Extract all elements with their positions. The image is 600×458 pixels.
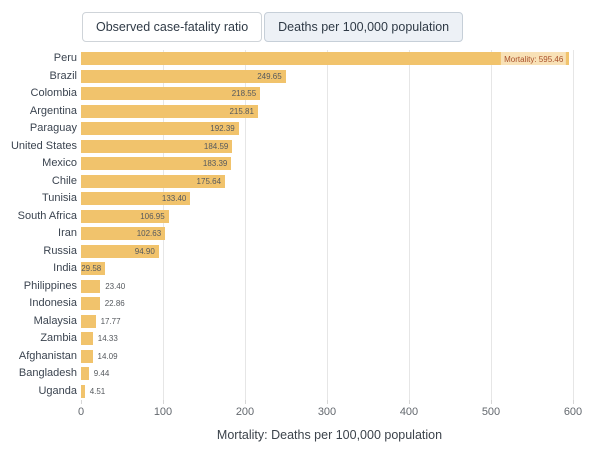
value-label-russia: 94.90 <box>134 246 155 256</box>
value-label-tunisia: 133.40 <box>161 194 187 203</box>
bar-uganda[interactable] <box>81 384 85 398</box>
category-label-tunisia: Tunisia <box>41 192 77 204</box>
category-label-argentina: Argentina <box>29 104 77 117</box>
bar-iran[interactable] <box>81 227 166 241</box>
x-tick-400 <box>409 400 410 404</box>
gridline-x-500 <box>491 50 492 400</box>
value-label-indonesia: 22.86 <box>104 299 125 308</box>
x-tick-label-600: 600 <box>563 406 583 418</box>
value-label-zambia: 14.33 <box>97 334 118 343</box>
x-tick-label-200: 200 <box>235 406 255 418</box>
category-label-philippines: Philippines <box>23 279 77 292</box>
observed-cfr-button[interactable]: Observed case-fatality ratio <box>82 12 263 42</box>
bar-united-states[interactable] <box>81 139 233 153</box>
category-label-zambia: Zambia <box>40 332 77 344</box>
value-label-india: 29.58 <box>81 264 102 273</box>
x-tick-600 <box>573 400 574 404</box>
x-tick-label-500: 500 <box>481 406 501 418</box>
category-label-india: India <box>53 262 77 274</box>
value-label-bangladesh: 9.44 <box>93 369 110 378</box>
bar-chile[interactable] <box>81 174 226 188</box>
value-label-afghanistan: 14.09 <box>97 351 118 361</box>
value-label-mexico: 183.39 <box>202 159 228 168</box>
value-label-chile: 175.64 <box>196 176 222 186</box>
x-tick-0 <box>81 400 82 404</box>
category-label-peru: Peru <box>53 52 77 64</box>
x-tick-label-100: 100 <box>153 406 173 418</box>
bar-malaysia[interactable] <box>81 314 96 328</box>
bar-brazil[interactable] <box>81 69 286 83</box>
value-label-south-africa: 106.95 <box>140 211 165 221</box>
category-label-malaysia: Malaysia <box>33 314 77 327</box>
x-tick-200 <box>245 400 246 404</box>
bar-indonesia[interactable] <box>81 297 100 311</box>
category-label-united-states: United States <box>10 139 77 152</box>
bar-afghanistan[interactable] <box>81 349 93 363</box>
gridline-x-600 <box>573 50 574 400</box>
category-label-afghanistan: Afghanistan <box>18 349 77 362</box>
category-label-paraguay: Paraguay <box>29 122 77 134</box>
gridline-x-200 <box>245 50 246 400</box>
x-tick-label-400: 400 <box>399 406 419 418</box>
bar-mexico[interactable] <box>81 157 232 171</box>
value-label-colombia: 218.55 <box>231 89 257 98</box>
gridline-x-100 <box>163 50 164 400</box>
category-label-colombia: Colombia <box>30 87 77 99</box>
category-label-russia: Russia <box>43 244 77 257</box>
x-tick-500 <box>491 400 492 404</box>
value-label-paraguay: 192.39 <box>210 124 235 133</box>
tooltip-mortality-value: Mortality: 595.46 <box>501 50 567 70</box>
category-label-mexico: Mexico <box>42 157 77 169</box>
bar-south-africa[interactable] <box>81 209 169 223</box>
bar-argentina[interactable] <box>81 104 258 118</box>
bar-chart-plot-area: 0 100 200 300 400 500 600 Peru Mortality: 595.46… <box>11 50 582 418</box>
bar-colombia[interactable] <box>81 87 261 101</box>
bar-paraguay[interactable] <box>81 122 239 136</box>
bar-russia[interactable] <box>81 244 159 258</box>
value-label-uganda: 4.51 <box>89 386 106 396</box>
bar-bangladesh[interactable] <box>81 367 89 381</box>
category-label-uganda: Uganda <box>38 384 77 397</box>
x-axis-title: Mortality: Deaths per 100,000 population <box>216 428 443 442</box>
bar-peru[interactable] <box>81 52 570 66</box>
x-tick-300 <box>327 400 328 404</box>
category-label-south-africa: South Africa <box>17 209 77 222</box>
category-label-bangladesh: Bangladesh <box>18 367 77 379</box>
value-label-philippines: 23.40 <box>105 281 126 291</box>
category-label-iran: Iran <box>58 227 77 239</box>
bar-zambia[interactable] <box>81 332 93 346</box>
chart-mode-toggle: Observed case-fatality ratio Deaths per … <box>82 12 464 42</box>
category-label-indonesia: Indonesia <box>29 297 77 309</box>
value-label-iran: 102.63 <box>136 229 162 238</box>
gridline-x-400 <box>409 50 410 400</box>
x-tick-100 <box>163 400 164 404</box>
gridline-x-300 <box>327 50 328 400</box>
value-label-argentina: 215.81 <box>229 106 254 116</box>
value-label-brazil: 249.65 <box>257 71 282 81</box>
category-label-brazil: Brazil <box>49 69 77 82</box>
bar-tunisia[interactable] <box>81 192 191 206</box>
x-tick-label-0: 0 <box>77 406 85 418</box>
value-label-malaysia: 17.77 <box>100 316 121 326</box>
category-label-chile: Chile <box>51 174 77 187</box>
bar-india[interactable] <box>81 262 106 276</box>
deaths-per-100k-button[interactable]: Deaths per 100,000 population <box>264 12 464 42</box>
x-tick-label-300: 300 <box>317 406 337 418</box>
bar-philippines[interactable] <box>81 279 101 293</box>
value-label-united-states: 184.59 <box>203 141 229 151</box>
